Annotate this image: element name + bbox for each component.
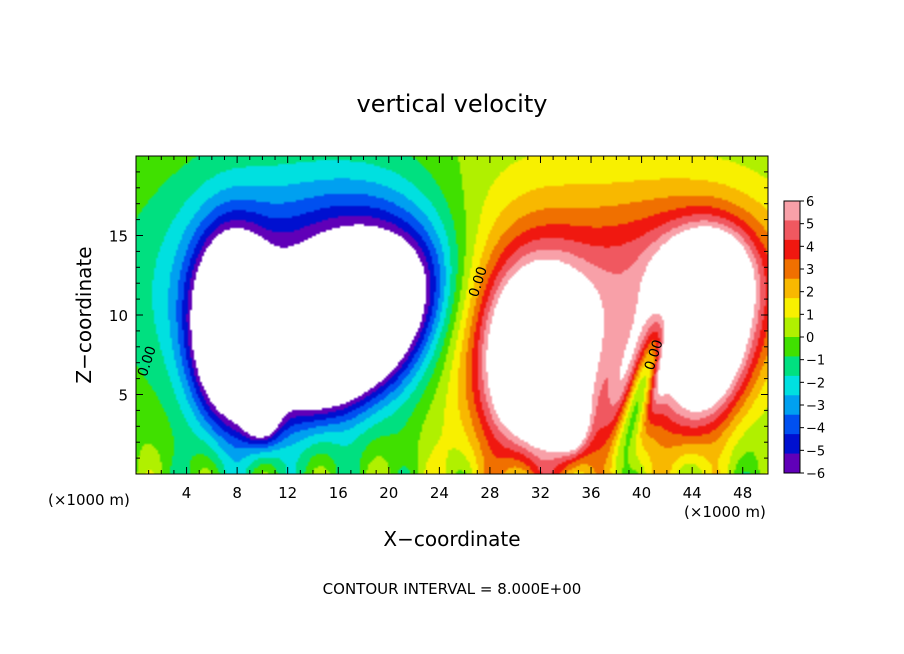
colorbar-tick-label: −1 bbox=[806, 354, 825, 369]
x-axis-title: X−coordinate bbox=[383, 527, 520, 551]
x-tick-label: 12 bbox=[278, 484, 297, 502]
colorbar-tick-label: 5 bbox=[806, 218, 814, 233]
x-tick-label: 24 bbox=[430, 484, 449, 502]
y-tick-label: 15 bbox=[109, 228, 128, 246]
x-axis: 4 8 12 16 20 24 28 32 36 40 44 48 bbox=[148, 156, 756, 502]
x-tick-label: 8 bbox=[232, 484, 242, 502]
x-tick-label: 28 bbox=[480, 484, 499, 502]
y-axis-title: Z−coordinate bbox=[72, 246, 96, 383]
x-tick-label: 40 bbox=[632, 484, 651, 502]
colorbar-tick-label: 4 bbox=[806, 240, 814, 255]
colorbar-tick-label: 3 bbox=[806, 263, 814, 278]
colorbar-tick-label: −3 bbox=[806, 399, 825, 414]
colorbar-tick-label: 2 bbox=[806, 286, 814, 301]
y-tick-label: 10 bbox=[109, 307, 128, 325]
colorbar: 6 5 4 3 2 1 0 −1 −2 −3 −4 −5 −6 bbox=[783, 195, 825, 482]
x-tick-label: 4 bbox=[182, 484, 192, 502]
velocity-field bbox=[136, 156, 768, 474]
colorbar-segment bbox=[784, 337, 800, 357]
colorbar-segment bbox=[784, 395, 800, 416]
x-tick-label: 16 bbox=[329, 484, 348, 502]
x-unit-label-left: (×1000 m) bbox=[48, 491, 130, 509]
colorbar-segment bbox=[784, 414, 800, 435]
colorbar-tick-label: −6 bbox=[806, 467, 825, 482]
colorbar-tick-label: 1 bbox=[806, 308, 814, 323]
colorbar-segment bbox=[784, 356, 800, 377]
x-tick-label: 48 bbox=[733, 484, 752, 502]
y-axis: 5 10 15 bbox=[109, 171, 768, 459]
x-unit-label-right: (×1000 m) bbox=[684, 503, 766, 521]
x-tick-label: 32 bbox=[531, 484, 550, 502]
plot-area bbox=[135, 155, 769, 475]
x-tick-label: 44 bbox=[683, 484, 702, 502]
x-tick-label: 20 bbox=[379, 484, 398, 502]
colorbar-tick-label: −4 bbox=[806, 422, 825, 437]
contour-interval-footer: CONTOUR INTERVAL = 8.000E+00 bbox=[323, 580, 582, 598]
colorbar-segment bbox=[784, 298, 800, 319]
chart-title: vertical velocity bbox=[357, 90, 548, 118]
colorbar-tick-label: 0 bbox=[806, 331, 814, 346]
colorbar-segment bbox=[784, 259, 800, 280]
y-tick-label: 5 bbox=[118, 387, 128, 405]
colorbar-tick-label: −5 bbox=[806, 444, 825, 459]
colorbar-segment bbox=[784, 220, 800, 241]
colorbar-segment bbox=[784, 375, 800, 396]
colorbar-segment bbox=[784, 434, 800, 455]
colorbar-tick-label: −2 bbox=[806, 376, 825, 391]
colorbar-segment bbox=[784, 317, 800, 338]
colorbar-segment bbox=[784, 278, 800, 299]
colorbar-segment bbox=[784, 453, 800, 474]
x-tick-label: 36 bbox=[581, 484, 600, 502]
colorbar-segment bbox=[784, 239, 800, 260]
colorbar-segment bbox=[784, 201, 800, 221]
colorbar-tick-label: 6 bbox=[806, 195, 814, 210]
